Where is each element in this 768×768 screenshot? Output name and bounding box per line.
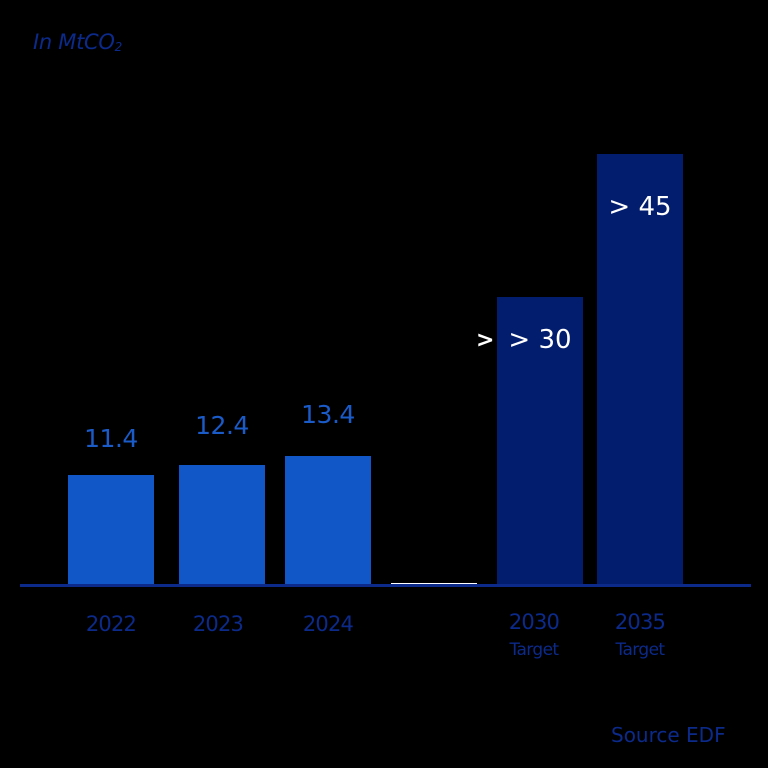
x-label-2035: 2035 [614, 610, 666, 634]
bar-2023 [179, 465, 265, 585]
value-label-2024: 13.4 [301, 400, 355, 429]
value-label-2030: > 30 [508, 325, 572, 355]
x-label-2022: 2022 [85, 612, 137, 636]
unit-label: In MtCO2 [33, 30, 122, 54]
value-label-2023: 12.4 [195, 411, 249, 440]
bar-2024 [285, 456, 371, 585]
x-sublabel-2035: Target [615, 640, 666, 660]
source-note: Source EDF [611, 723, 726, 747]
value-label-2035: > 45 [608, 192, 672, 222]
marker-2030: > [476, 328, 495, 353]
x-label-2030: 2030 [508, 610, 560, 634]
x-label-2023: 2023 [192, 612, 244, 636]
x-label-2024: 2024 [302, 612, 354, 636]
bar-2030-target [497, 297, 583, 585]
bar-2035-target [597, 154, 683, 585]
bar-2022 [68, 475, 154, 585]
value-label-2022: 11.4 [84, 424, 138, 453]
x-sublabel-2030: Target [509, 640, 560, 660]
x-axis [20, 584, 751, 587]
